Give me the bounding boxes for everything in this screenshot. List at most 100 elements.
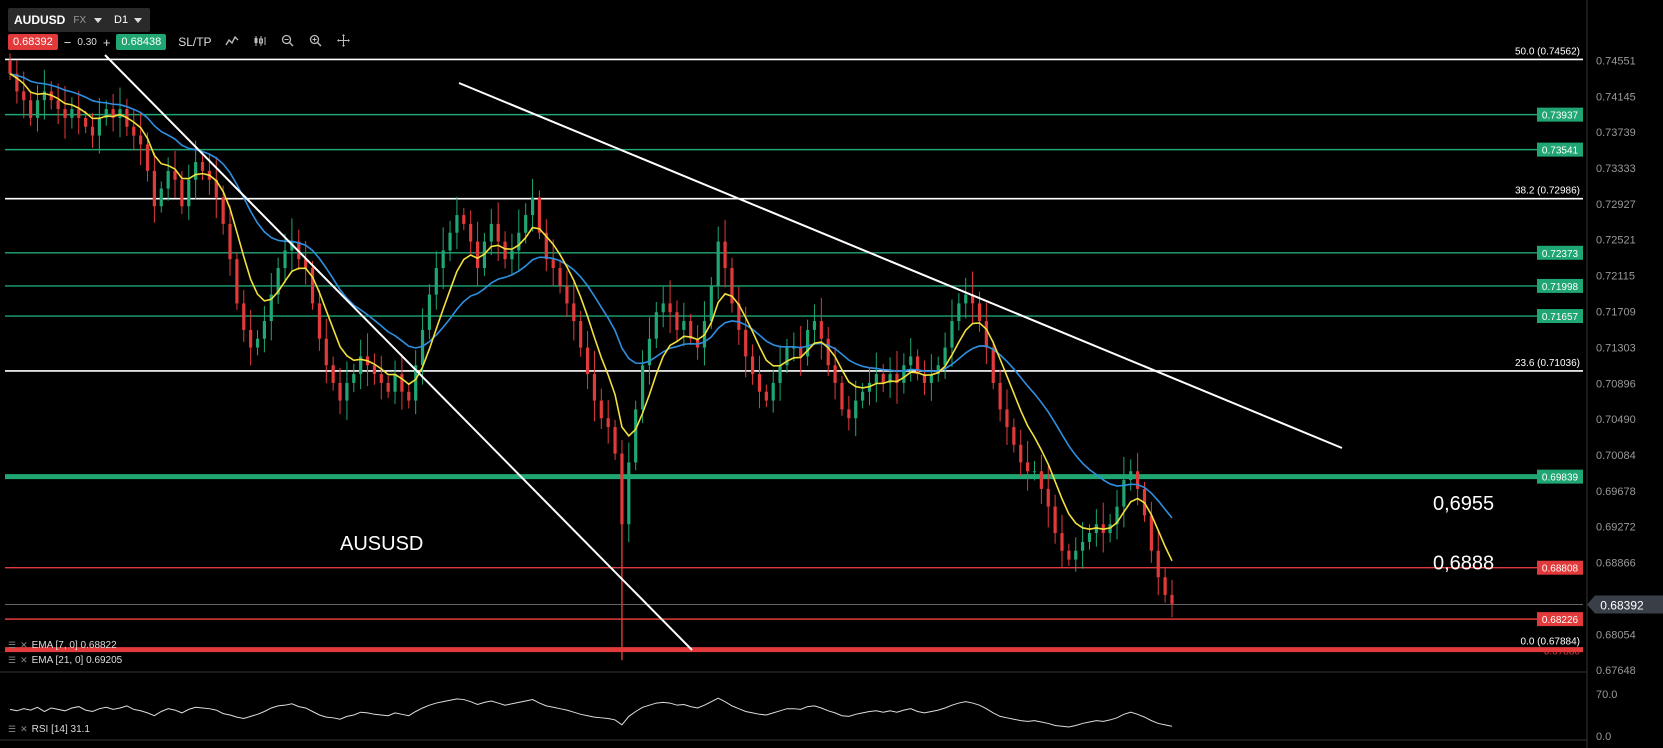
- zoom-out-icon[interactable]: [280, 34, 296, 50]
- candle-body: [709, 285, 713, 322]
- candle-body: [1087, 533, 1092, 542]
- trendline-steep: [104, 54, 693, 651]
- candle-body: [1053, 506, 1057, 534]
- price-level-tag: [1537, 142, 1583, 157]
- candle-body: [255, 338, 260, 348]
- candle-body: [187, 179, 191, 207]
- y-tick-label: 0.71303: [1596, 342, 1636, 354]
- candle-body: [627, 462, 631, 525]
- y-tick-label: 0.68054: [1596, 629, 1636, 641]
- rsi-legend[interactable]: ☰ ✕ RSI [14] 31.1: [8, 724, 90, 735]
- candle-body: [145, 144, 150, 171]
- candle-body: [860, 391, 865, 401]
- candle-body: [194, 162, 198, 180]
- close-icon[interactable]: ✕: [20, 640, 28, 650]
- candle-body: [407, 391, 411, 401]
- candle-body: [15, 73, 19, 92]
- candle-body: [613, 427, 617, 454]
- pan-move-icon[interactable]: [336, 34, 352, 50]
- candle-body: [1163, 577, 1167, 595]
- candle-body: [228, 223, 232, 260]
- candle-body: [310, 268, 315, 304]
- y-tick-label: 0.70896: [1596, 378, 1636, 390]
- candle-body: [682, 321, 686, 330]
- candle-body: [902, 365, 906, 383]
- timeframe-selector[interactable]: D1: [106, 8, 151, 32]
- y-tick-label: 0.74551: [1596, 55, 1636, 67]
- symbol-selector[interactable]: AUDUSD FX: [8, 8, 109, 32]
- settings-icon[interactable]: ☰: [8, 655, 17, 665]
- candle-body: [386, 382, 390, 392]
- candle-body: [757, 374, 762, 392]
- trendline-upper: [458, 82, 1343, 449]
- candle-body: [675, 312, 679, 330]
- candle-body: [462, 215, 466, 224]
- decrease-button[interactable]: −: [63, 34, 72, 50]
- y-tick-label: 0.67648: [1596, 665, 1636, 677]
- candle-body: [1005, 409, 1009, 428]
- candle-body: [668, 303, 672, 313]
- candle-body: [909, 356, 913, 366]
- candle-body: [1032, 471, 1037, 473]
- candle-body: [441, 250, 445, 269]
- candle-body: [957, 303, 961, 322]
- candle-body: [764, 391, 768, 401]
- candle-body: [874, 374, 878, 383]
- candle-body: [63, 109, 67, 118]
- bid-price-button[interactable]: 0.68392: [8, 34, 58, 50]
- candle-body: [689, 321, 693, 339]
- candle-body: [833, 365, 837, 383]
- candle-body: [503, 241, 507, 260]
- ema21-label: EMA [21, 0] 0.69205: [31, 655, 123, 666]
- candle-body: [469, 223, 473, 242]
- candle-body: [29, 100, 33, 118]
- candle-body: [847, 409, 851, 419]
- price-level-value: 0.73541: [1542, 146, 1579, 157]
- price-level-tag: [1537, 245, 1583, 260]
- candle-body: [132, 126, 136, 136]
- candle-body: [56, 100, 60, 110]
- ema7-legend[interactable]: ☰ ✕ EMA [7, 0] 0.68822: [8, 640, 117, 651]
- candle-body: [695, 338, 700, 348]
- ask-price-button[interactable]: 0.68438: [116, 34, 167, 50]
- candle-body: [200, 162, 205, 171]
- candle-body: [414, 365, 418, 401]
- price-level-tag: [1537, 612, 1583, 627]
- candle-body: [929, 374, 933, 383]
- sl-tp-button[interactable]: SL/TP: [178, 35, 212, 49]
- candle-body: [111, 109, 115, 118]
- current-price-value: 0.68392: [1600, 598, 1644, 612]
- close-icon[interactable]: ✕: [20, 724, 28, 734]
- candle-body: [90, 126, 95, 136]
- candle-body: [290, 241, 294, 251]
- y-tick-label: 0.72927: [1596, 199, 1636, 211]
- line-chart-icon[interactable]: [224, 35, 240, 50]
- close-icon[interactable]: ✕: [20, 655, 28, 665]
- candle-body: [159, 188, 163, 207]
- candle-body: [448, 232, 452, 251]
- zoom-in-icon[interactable]: [308, 34, 324, 50]
- candle-body: [84, 117, 88, 127]
- candle-body: [792, 347, 796, 349]
- y-tick-label: 0.72115: [1596, 271, 1635, 283]
- candle-body: [166, 170, 170, 189]
- candle-body: [854, 400, 858, 419]
- ema21-legend[interactable]: ☰ ✕ EMA [21, 0] 0.69205: [8, 655, 122, 666]
- candle-body: [118, 109, 122, 118]
- candle-body: [1122, 480, 1126, 507]
- candle-body: [269, 294, 273, 322]
- candle-body: [640, 365, 645, 410]
- candles-icon[interactable]: [252, 35, 268, 50]
- rsi-line: [9, 697, 1173, 728]
- candle-body: [283, 250, 287, 269]
- settings-icon[interactable]: ☰: [8, 640, 17, 650]
- price-level-value: 0.69839: [1542, 473, 1579, 484]
- rsi-tick-label: 0.0: [1596, 731, 1611, 743]
- candle-body: [723, 241, 727, 269]
- spread-value: 0.30: [77, 36, 97, 48]
- settings-icon[interactable]: ☰: [8, 724, 17, 734]
- candle-body: [936, 365, 940, 375]
- candle-body: [771, 382, 775, 401]
- increase-button[interactable]: +: [102, 34, 111, 50]
